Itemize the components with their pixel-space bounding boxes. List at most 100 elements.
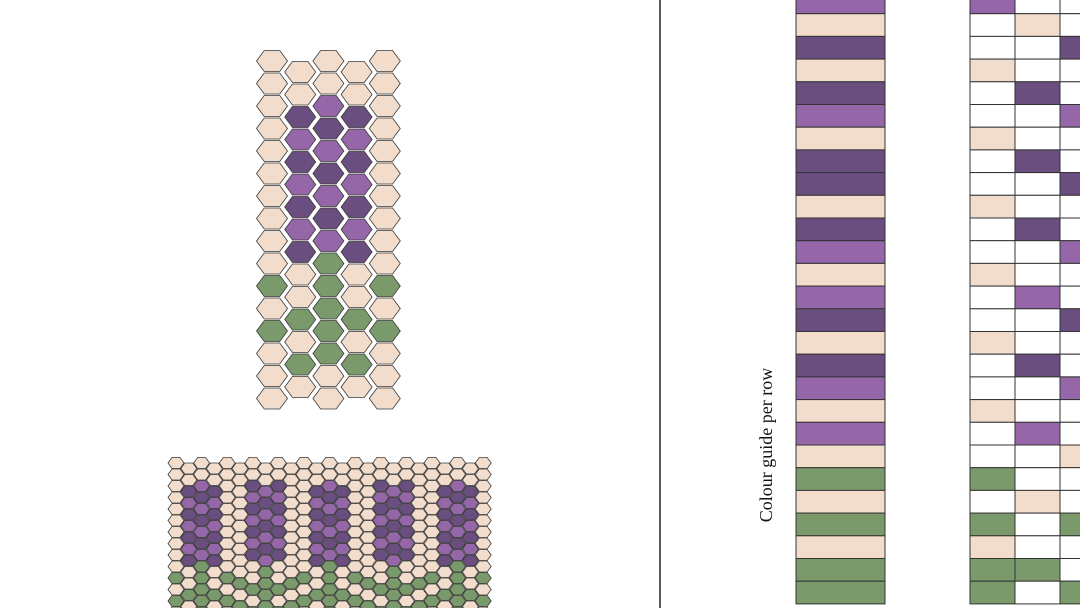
bead xyxy=(269,549,287,561)
bead xyxy=(340,173,373,196)
grid-cell xyxy=(969,240,1016,264)
stripe xyxy=(795,149,886,174)
bead xyxy=(180,462,198,475)
bead xyxy=(269,468,287,481)
bead xyxy=(340,353,373,376)
bead xyxy=(474,549,492,561)
bead xyxy=(346,560,364,573)
bead xyxy=(205,577,223,590)
grid-cell xyxy=(969,172,1016,196)
bead xyxy=(368,162,401,185)
bead xyxy=(423,560,441,573)
grid-cell xyxy=(1059,308,1080,332)
bead xyxy=(256,50,288,72)
stripe xyxy=(795,262,886,287)
guide-label: Colour guide per row xyxy=(756,368,776,522)
bead xyxy=(449,503,467,515)
grid-cell xyxy=(969,35,1016,60)
bead xyxy=(218,583,236,596)
bead xyxy=(312,275,345,297)
bead xyxy=(193,526,211,538)
grid-cell xyxy=(969,535,1016,559)
bead xyxy=(449,583,467,596)
single-motif xyxy=(256,50,401,410)
bead xyxy=(312,365,345,387)
bead xyxy=(436,531,454,544)
grid-cell xyxy=(969,149,1016,174)
grid-cell xyxy=(1059,535,1080,559)
bead xyxy=(321,526,339,538)
bead xyxy=(410,497,428,509)
bead xyxy=(244,457,262,469)
bead xyxy=(269,514,287,527)
bead xyxy=(218,549,236,561)
bead xyxy=(372,514,390,527)
bead xyxy=(359,566,377,578)
bead xyxy=(205,508,223,521)
stripe xyxy=(795,217,886,242)
bead xyxy=(269,560,287,573)
bead xyxy=(321,514,339,527)
bead xyxy=(218,514,236,527)
grid-cell xyxy=(1014,444,1061,469)
bead xyxy=(436,485,454,498)
grid-cell xyxy=(1059,172,1080,196)
stripe xyxy=(795,353,886,378)
bead xyxy=(474,514,492,527)
bead xyxy=(385,543,403,555)
bead xyxy=(368,297,401,320)
bead xyxy=(167,480,185,492)
bead xyxy=(218,480,236,492)
bead xyxy=(269,537,287,550)
bead xyxy=(167,468,185,481)
bead xyxy=(340,61,373,83)
bead xyxy=(295,491,313,504)
bead xyxy=(256,140,288,162)
grid-cell xyxy=(1059,353,1080,378)
colour-guide xyxy=(795,0,886,605)
stripe xyxy=(795,512,886,537)
bead xyxy=(321,583,339,596)
bead xyxy=(256,342,288,365)
bead xyxy=(449,572,467,584)
bead xyxy=(423,583,441,596)
bead xyxy=(295,480,313,492)
bead xyxy=(312,297,345,320)
bead xyxy=(372,549,390,561)
bead xyxy=(312,72,345,95)
bead xyxy=(308,508,326,521)
bead xyxy=(368,252,401,275)
bead xyxy=(218,491,236,504)
bead xyxy=(257,600,275,608)
stripe xyxy=(795,580,886,605)
bead xyxy=(410,543,428,555)
bead xyxy=(474,537,492,550)
bead xyxy=(256,365,288,387)
bead xyxy=(397,503,415,515)
bead xyxy=(410,554,428,567)
grid-cell xyxy=(969,444,1016,469)
bead xyxy=(397,537,415,550)
bead xyxy=(333,531,351,544)
bead xyxy=(385,485,403,498)
bead xyxy=(385,577,403,590)
bead xyxy=(193,560,211,573)
bead xyxy=(423,491,441,504)
bead xyxy=(257,497,275,509)
bead xyxy=(218,468,236,481)
bead xyxy=(359,577,377,590)
bead xyxy=(244,491,262,504)
bead xyxy=(193,549,211,561)
bead xyxy=(461,520,479,532)
grid-cell xyxy=(969,512,1016,537)
stripe xyxy=(795,104,886,128)
bead xyxy=(436,589,454,601)
bead xyxy=(167,560,185,573)
grid-cell xyxy=(1059,149,1080,174)
bead xyxy=(269,480,287,492)
bead xyxy=(368,387,401,410)
bead xyxy=(180,474,198,486)
bead xyxy=(218,457,236,469)
bead xyxy=(368,275,401,297)
bead xyxy=(410,474,428,486)
